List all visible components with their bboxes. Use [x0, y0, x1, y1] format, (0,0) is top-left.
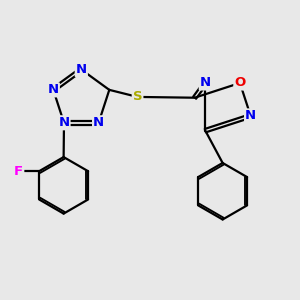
Text: N: N — [93, 116, 104, 129]
Text: O: O — [234, 76, 246, 89]
Text: N: N — [245, 110, 256, 122]
Text: S: S — [133, 90, 142, 104]
Text: N: N — [200, 76, 211, 89]
Text: N: N — [58, 116, 70, 129]
Text: F: F — [14, 165, 23, 178]
Text: N: N — [76, 63, 87, 76]
Text: N: N — [48, 83, 59, 96]
